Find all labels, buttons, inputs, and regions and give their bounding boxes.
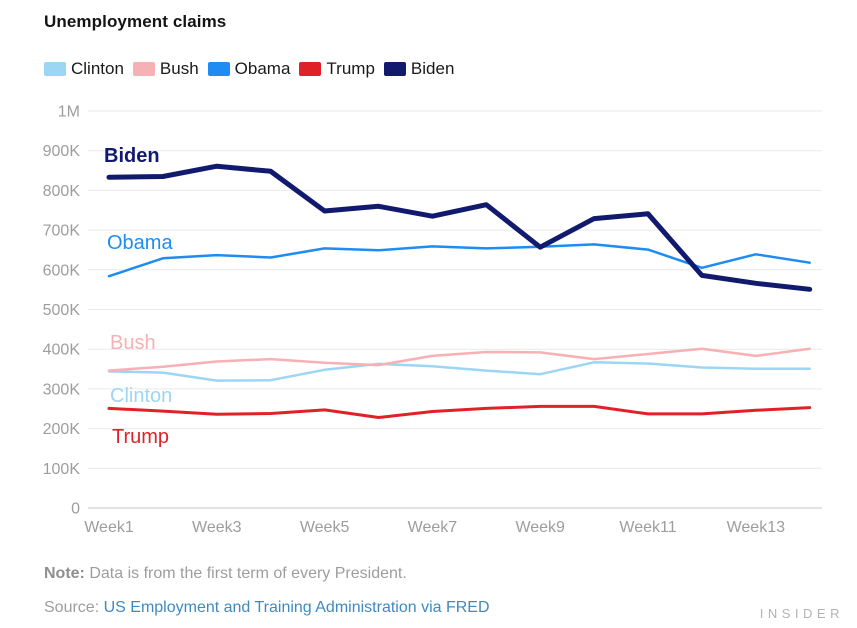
legend-swatch-bush [132, 62, 155, 76]
series-label-bush: Bush [110, 332, 156, 354]
y-axis-tick-label: 700K [43, 223, 81, 240]
y-axis-tick-label: 200K [43, 421, 81, 438]
chart-note: Note: Data is from the first term of eve… [44, 565, 407, 583]
y-axis-tick-label: 800K [43, 183, 81, 200]
y-axis-tick-label: 300K [43, 381, 81, 398]
x-axis-tick-label: Week1 [84, 519, 134, 536]
y-axis-tick-label: 1M [58, 104, 80, 121]
note-label: Note: [44, 565, 85, 582]
line-trump [107, 404, 812, 419]
legend-item-obama: Obama [207, 59, 291, 79]
chart-legend: Clinton Bush Obama Trump Biden [44, 59, 463, 79]
legend-item-clinton: Clinton [44, 59, 124, 79]
legend-swatch-clinton [44, 62, 66, 76]
x-axis-tick-label: Week7 [408, 519, 458, 536]
line-bush [107, 347, 811, 372]
series-label-obama: Obama [107, 232, 173, 254]
legend-label-biden: Biden [410, 59, 455, 78]
series-label-clinton: Clinton [110, 385, 172, 407]
legend-label-obama: Obama [234, 59, 291, 78]
note-text: Data is from the first term of every Pre… [84, 565, 407, 582]
y-axis-tick-label: 0 [71, 501, 80, 518]
source-link[interactable]: US Employment and Training Administratio… [103, 599, 490, 616]
x-axis-tick-label: Week3 [192, 519, 242, 536]
x-axis-tick-label: Week5 [300, 519, 350, 536]
legend-swatch-trump [299, 62, 322, 76]
legend-item-trump: Trump [299, 59, 375, 79]
legend-swatch-biden [383, 62, 406, 76]
legend-swatch-obama [207, 62, 230, 76]
line-clinton [107, 361, 811, 382]
y-axis-tick-label: 600K [43, 262, 81, 279]
y-axis-tick-label: 100K [43, 461, 81, 478]
legend-item-biden: Biden [383, 59, 455, 79]
chart-title: Unemployment claims [44, 12, 227, 31]
y-axis-tick-label: 500K [43, 302, 81, 319]
x-axis-tick-label: Week11 [619, 519, 676, 536]
insider-logo: INSIDER [759, 606, 844, 621]
line-chart-plot: 0 100K 200K 300K 400K 500K 600K 700K 800K 900K 1M W… [43, 104, 822, 536]
line-biden [106, 163, 813, 292]
y-axis-tick-label: 400K [43, 342, 81, 359]
chart-source: Source: US Employment and Training Admin… [44, 599, 490, 617]
y-axis-tick-label: 900K [43, 143, 81, 160]
line-obama [107, 243, 811, 278]
legend-label-trump: Trump [326, 59, 375, 78]
series-label-trump: Trump [112, 426, 169, 448]
legend-item-bush: Bush [132, 59, 199, 79]
legend-label-clinton: Clinton [71, 59, 124, 78]
source-label: Source: [44, 599, 104, 616]
legend-label-bush: Bush [159, 59, 199, 78]
series-label-biden: Biden [104, 145, 160, 167]
x-axis-tick-label: Week9 [515, 519, 565, 536]
x-axis-tick-label: Week13 [727, 519, 786, 536]
